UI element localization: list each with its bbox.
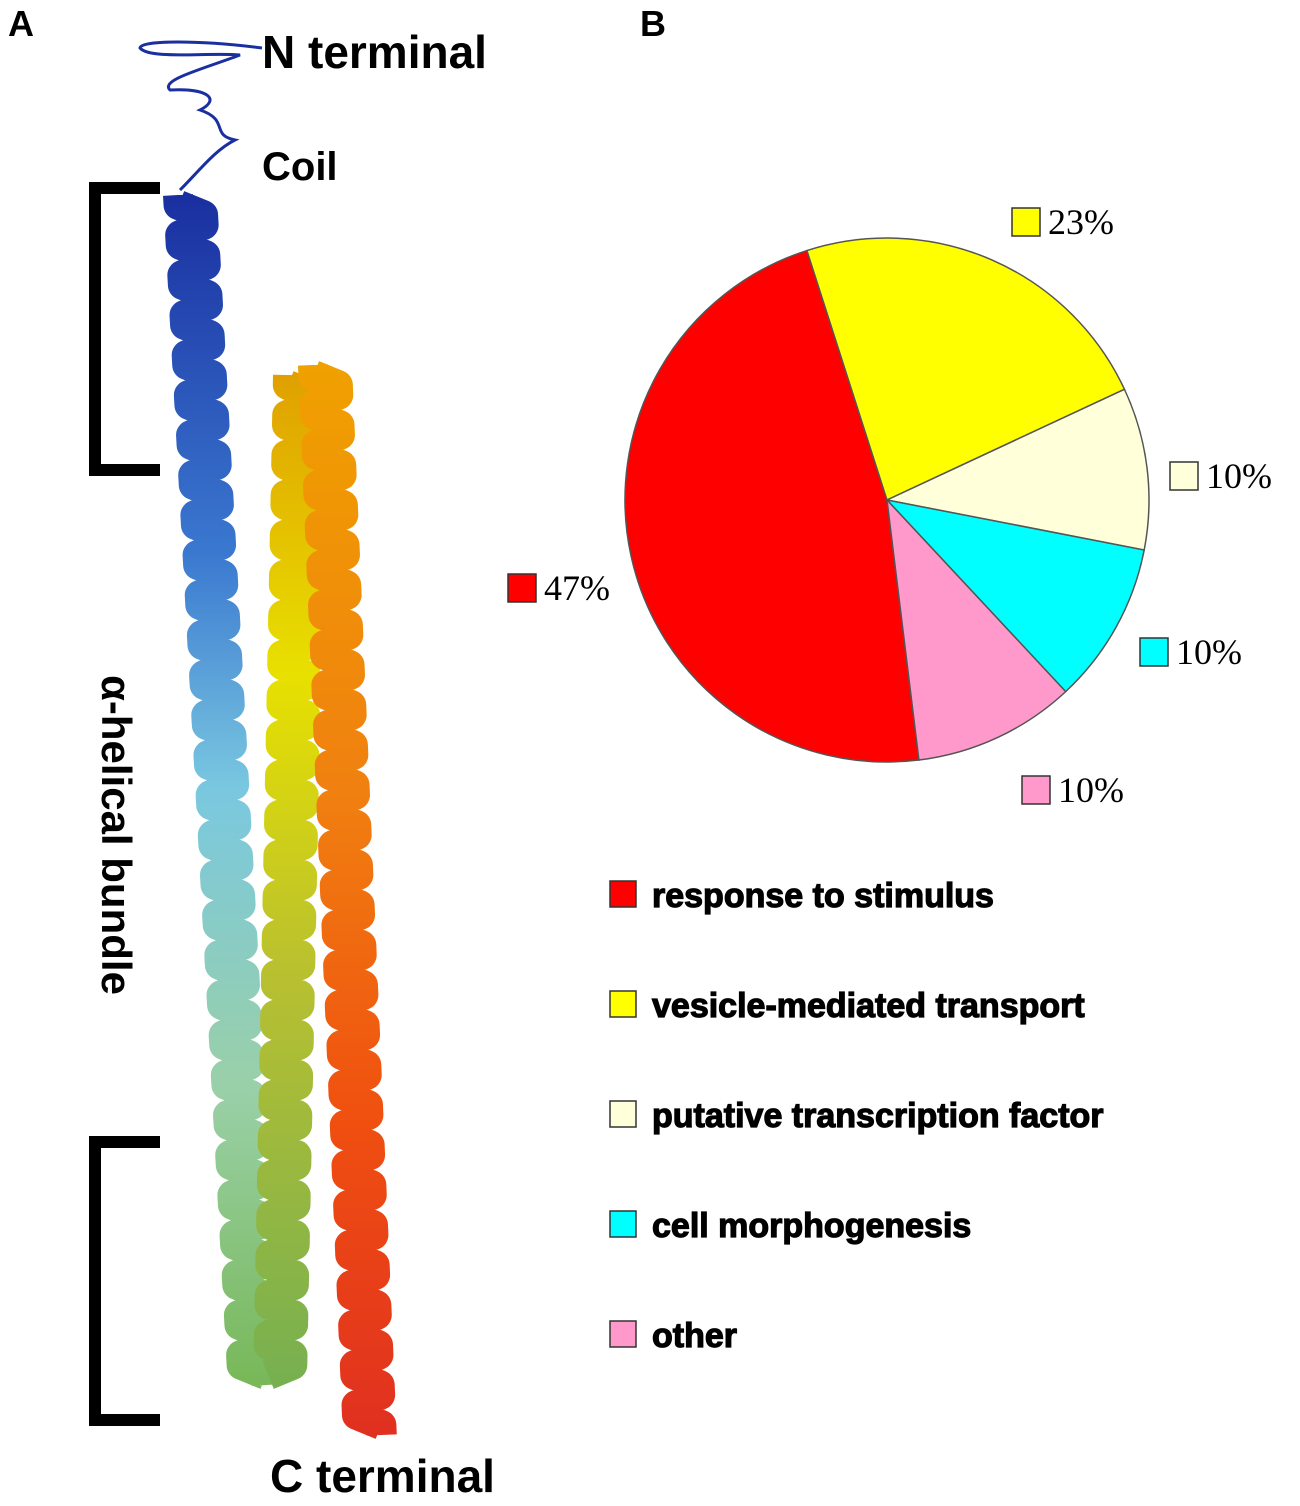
- label-swatch: [507, 573, 537, 603]
- protein-structure: [138, 40, 397, 1440]
- label-swatch: [1139, 637, 1169, 667]
- legend-swatch: [609, 1320, 637, 1348]
- legend-swatch: [609, 880, 637, 908]
- data-label: 47%: [544, 568, 610, 608]
- label-swatch: [1011, 207, 1041, 237]
- annotation: C terminal: [270, 1450, 495, 1502]
- data-label: 23%: [1048, 202, 1114, 242]
- data-label: 10%: [1176, 632, 1242, 672]
- legend-swatch: [609, 1210, 637, 1238]
- legend-label: cell morphogenesis: [652, 1207, 971, 1245]
- data-label: 10%: [1206, 456, 1272, 496]
- annotation: α-helical bundle: [93, 675, 140, 995]
- legend-label: other: [652, 1317, 737, 1355]
- pie-slice: [805, 237, 1126, 502]
- panel-label: A: [8, 3, 34, 44]
- pie-slice: [884, 388, 1150, 551]
- legend-swatch: [609, 990, 637, 1018]
- pie-slice: [884, 498, 1146, 693]
- legend-label: vesicle-mediated transport: [652, 987, 1085, 1025]
- pie-slice: [885, 497, 1067, 761]
- data-label: 10%: [1058, 770, 1124, 810]
- annotation: Coil: [262, 145, 338, 189]
- pie-slice: [624, 249, 920, 763]
- bracket: [89, 182, 160, 1426]
- legend-swatch: [609, 1100, 637, 1128]
- legend-label: putative transcription factor: [652, 1097, 1104, 1135]
- label-swatch: [1021, 775, 1051, 805]
- legend-label: response to stimulus: [652, 877, 994, 915]
- panel-label: B: [640, 3, 666, 44]
- label-swatch: [1169, 461, 1199, 491]
- annotation: N terminal: [262, 26, 487, 78]
